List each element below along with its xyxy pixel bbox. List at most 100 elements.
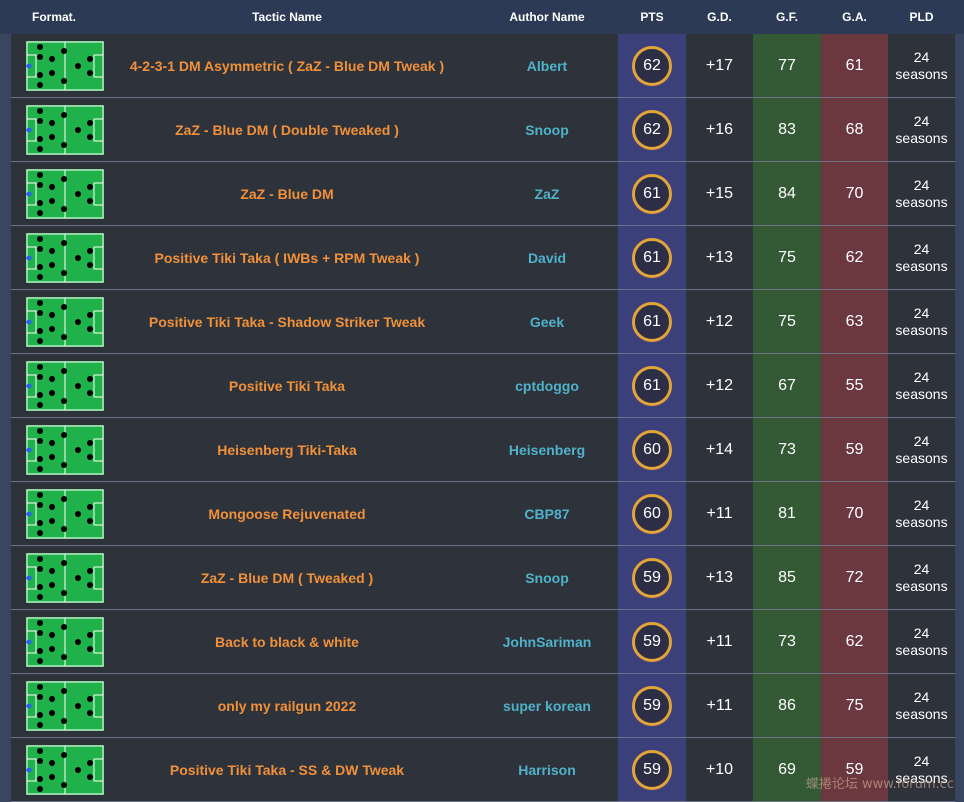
formation-pitch-icon [11, 546, 108, 609]
author-name-link[interactable]: Geek [529, 313, 565, 330]
formation-pitch-icon [11, 162, 108, 225]
ga-value: 61 [821, 34, 888, 97]
pts-cell: 59 [618, 610, 686, 673]
formation-pitch-icon [11, 674, 108, 737]
tactic-name-link[interactable]: Positive Tiki Taka - SS & DW Tweak [169, 761, 405, 778]
pts-badge: 60 [632, 493, 672, 534]
header-format[interactable]: Format. [31, 10, 76, 24]
pld-number: 24 [913, 304, 930, 321]
header-ga[interactable]: G.A. [842, 10, 867, 24]
author-name-link[interactable]: CBP87 [524, 505, 570, 522]
table-row[interactable]: Positive Tiki Taka - SS & DW Tweak Harris… [11, 738, 955, 802]
tactic-name-link[interactable]: ZaZ - Blue DM ( Double Tweaked ) [175, 121, 399, 138]
header-pts[interactable]: PTS [640, 10, 664, 24]
header-author-name[interactable]: Author Name [509, 10, 585, 24]
pld-unit: seasons [895, 193, 948, 210]
tactic-name-link[interactable]: Heisenberg Tiki-Taka [217, 441, 357, 458]
pld-unit: seasons [895, 385, 948, 402]
ga-value: 62 [821, 226, 888, 289]
pld-unit: seasons [895, 513, 948, 530]
pld-value: 24 seasons [888, 674, 955, 737]
gd-value: +12 [705, 376, 734, 394]
tactic-name-link[interactable]: Positive Tiki Taka ( IWBs + RPM Tweak ) [154, 249, 420, 266]
pts-badge: 62 [632, 45, 672, 86]
table-row[interactable]: Heisenberg Tiki-Taka Heisenberg 60 +14 73 59 2… [11, 418, 955, 482]
author-name-link[interactable]: cptdoggo [515, 377, 579, 394]
pld-value: 24 seasons [888, 738, 955, 801]
gd-value: +16 [705, 120, 734, 138]
table-row[interactable]: Mongoose Rejuvenated CBP87 60 +11 81 70 24 seas… [11, 482, 955, 546]
gd-value: +12 [705, 312, 734, 330]
gf-value: 67 [753, 354, 821, 417]
pts-badge: 61 [632, 365, 672, 406]
pld-value: 24 seasons [888, 610, 955, 673]
pld-value: 24 seasons [888, 226, 955, 289]
gf-value: 75 [753, 290, 821, 353]
pld-number: 24 [913, 496, 930, 513]
header-pld[interactable]: PLD [909, 10, 934, 24]
pld-unit: seasons [895, 449, 948, 466]
gd-value: +11 [706, 632, 733, 650]
table-row[interactable]: Positive Tiki Taka - Shadow Striker Twea… [11, 290, 955, 354]
table-row[interactable]: Positive Tiki Taka ( IWBs + RPM Tweak ) D… [11, 226, 955, 290]
tactic-name-link[interactable]: Positive Tiki Taka [228, 377, 346, 394]
author-name-link[interactable]: Harrison [518, 761, 576, 778]
pld-unit: seasons [895, 641, 948, 658]
author-name-link[interactable]: Snoop [525, 121, 569, 138]
pld-unit: seasons [895, 577, 948, 594]
gf-value: 81 [753, 482, 821, 545]
author-name-link[interactable]: super korean [503, 697, 591, 714]
tactic-name-link[interactable]: Back to black & white [215, 633, 359, 650]
gd-value: +15 [705, 184, 734, 202]
gd-value: +11 [706, 696, 733, 714]
tactic-name-link[interactable]: Positive Tiki Taka - Shadow Striker Twea… [148, 313, 426, 330]
author-name-link[interactable]: Snoop [525, 569, 569, 586]
table-row[interactable]: Positive Tiki Taka cptdoggo 61 +12 67 55 24 sea… [11, 354, 955, 418]
ga-value: 63 [821, 290, 888, 353]
table-row[interactable]: ZaZ - Blue DM ( Double Tweaked ) Snoop 62 +… [11, 98, 955, 162]
gf-value: 77 [753, 34, 821, 97]
ga-value: 72 [821, 546, 888, 609]
gd-value: +11 [706, 504, 733, 522]
tactic-name-link[interactable]: only my railgun 2022 [217, 697, 357, 714]
gf-value: 84 [753, 162, 821, 225]
formation-pitch-icon [11, 610, 108, 673]
pld-value: 24 seasons [888, 546, 955, 609]
gf-value: 85 [753, 546, 821, 609]
tactic-name-link[interactable]: 4-2-3-1 DM Asymmetric ( ZaZ - Blue DM Tw… [129, 57, 445, 74]
table-row[interactable]: ZaZ - Blue DM ( Tweaked ) Snoop 59 +13 85 72 2… [11, 546, 955, 610]
table-row[interactable]: ZaZ - Blue DM ZaZ 61 +15 84 70 24 seasons [11, 162, 955, 226]
pld-number: 24 [913, 368, 930, 385]
author-name-link[interactable]: David [527, 249, 567, 266]
pld-unit: seasons [895, 257, 948, 274]
tactic-name-link[interactable]: Mongoose Rejuvenated [208, 505, 366, 522]
pld-unit: seasons [895, 705, 948, 722]
pld-unit: seasons [895, 129, 948, 146]
header-gd[interactable]: G.D. [707, 10, 732, 24]
pts-cell: 59 [618, 674, 686, 737]
pld-value: 24 seasons [888, 34, 955, 97]
author-name-link[interactable]: ZaZ [534, 185, 560, 202]
pld-number: 24 [913, 112, 930, 129]
tactic-name-link[interactable]: ZaZ - Blue DM ( Tweaked ) [200, 569, 374, 586]
pts-cell: 62 [618, 98, 686, 161]
table-row[interactable]: only my railgun 2022 super korean 59 +11 86 7… [11, 674, 955, 738]
ga-value: 70 [821, 482, 888, 545]
formation-pitch-icon [11, 738, 108, 801]
header-tactic-name[interactable]: Tactic Name [252, 10, 322, 24]
author-name-link[interactable]: Heisenberg [508, 441, 586, 458]
author-name-link[interactable]: JohnSariman [502, 633, 592, 650]
pld-value: 24 seasons [888, 162, 955, 225]
pld-number: 24 [913, 176, 930, 193]
gf-value: 73 [753, 610, 821, 673]
table-row[interactable]: 4-2-3-1 DM Asymmetric ( ZaZ - Blue DM Tw… [11, 34, 955, 98]
tactic-name-link[interactable]: ZaZ - Blue DM [240, 185, 334, 202]
pts-badge: 59 [632, 621, 672, 662]
ga-value: 55 [821, 354, 888, 417]
table-row[interactable]: Back to black & white JohnSariman 59 +11 73 6… [11, 610, 955, 674]
author-name-link[interactable]: Albert [526, 57, 568, 74]
formation-pitch-icon [11, 226, 108, 289]
header-gf[interactable]: G.F. [775, 10, 798, 24]
pts-badge: 61 [632, 173, 672, 214]
gf-value: 86 [753, 674, 821, 737]
